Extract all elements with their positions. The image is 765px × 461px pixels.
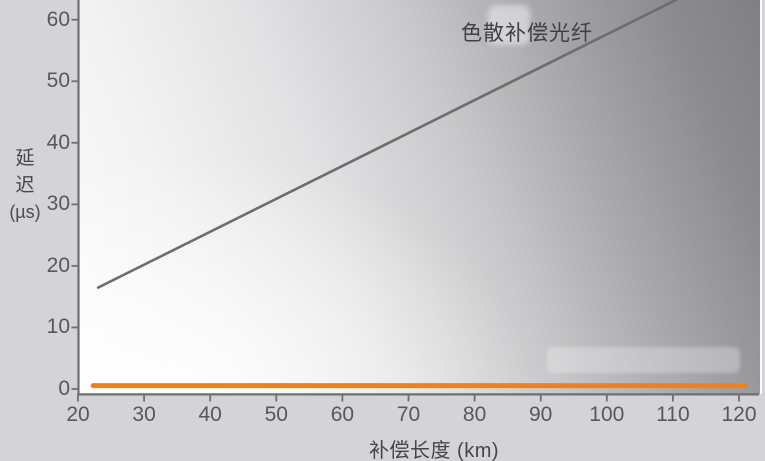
y-tick-label: 60 <box>46 7 70 31</box>
redaction-box <box>547 347 740 373</box>
x-tick-label: 110 <box>656 403 690 426</box>
y-tick-label: 20 <box>46 253 70 277</box>
y-axis-unit: (µs) <box>9 202 41 222</box>
y-tick-label: 50 <box>46 69 70 93</box>
y-axis-title: 延 迟 (µs) <box>0 145 50 226</box>
x-tick-label: 120 <box>721 403 757 426</box>
x-tick-label: 50 <box>264 403 288 426</box>
plot-area <box>78 0 762 394</box>
y-tick-label: 10 <box>46 315 70 339</box>
x-tick-label: 90 <box>529 403 553 426</box>
x-tick-label: 20 <box>66 403 90 426</box>
x-tick-label: 30 <box>132 403 156 426</box>
x-tick-label: 80 <box>462 403 487 426</box>
y-tick-label: 40 <box>46 130 70 154</box>
y-axis-title-char: 迟 <box>15 175 35 196</box>
x-tick-label: 100 <box>589 403 625 426</box>
x-tick-label: 70 <box>396 403 421 426</box>
y-tick-label: 30 <box>46 192 70 216</box>
x-axis-title: 补偿长度 (km) <box>369 440 500 461</box>
series-label-dispersion-fiber: 色散补偿光纤 <box>461 22 593 45</box>
x-tick-label: 60 <box>330 403 355 426</box>
y-axis-title-char: 延 <box>15 148 35 169</box>
y-tick-label: 0 <box>58 377 70 400</box>
x-tick-label: 40 <box>198 403 222 426</box>
